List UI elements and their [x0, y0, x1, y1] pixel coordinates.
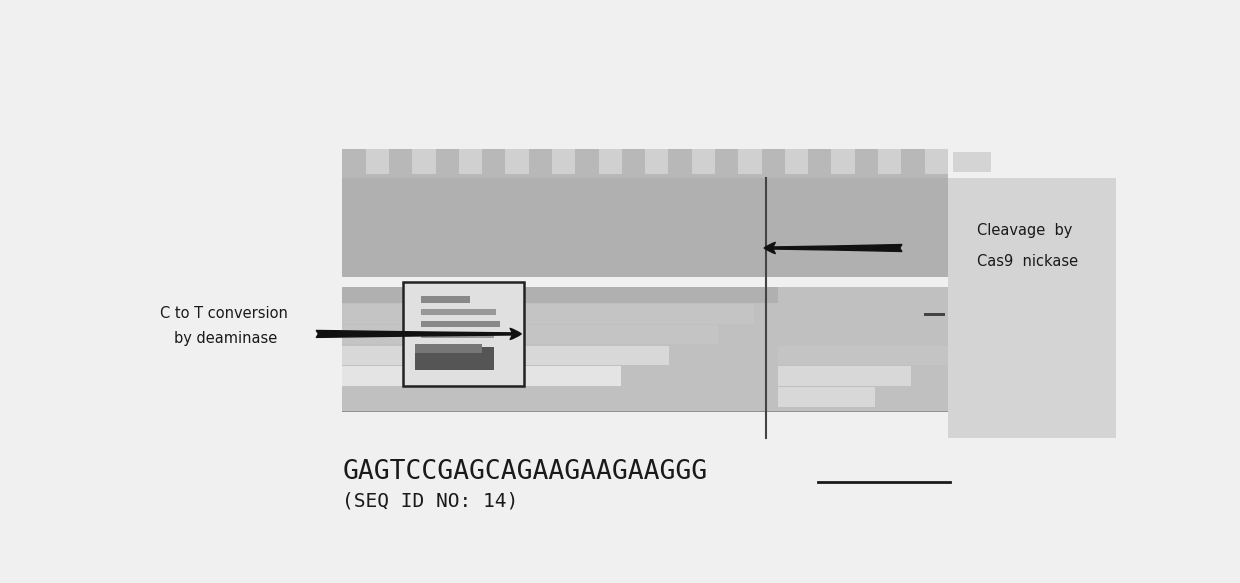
Text: by deaminase: by deaminase — [174, 331, 278, 346]
Bar — [459, 149, 482, 174]
Text: Cas9  nickase: Cas9 nickase — [977, 254, 1078, 269]
Bar — [342, 412, 947, 438]
Bar — [482, 149, 506, 174]
Bar — [692, 149, 715, 174]
Bar — [738, 149, 761, 174]
Bar — [403, 282, 525, 386]
Bar — [389, 149, 412, 174]
Bar — [575, 149, 599, 174]
Bar — [342, 367, 621, 386]
Bar — [621, 149, 645, 174]
Bar — [342, 283, 779, 303]
Bar — [422, 321, 500, 326]
Bar — [342, 174, 947, 178]
Bar — [831, 149, 854, 174]
Bar — [668, 149, 692, 174]
Bar — [808, 149, 831, 174]
Bar — [342, 304, 754, 324]
Bar — [366, 149, 389, 174]
Bar — [422, 310, 496, 315]
Text: C to T conversion: C to T conversion — [160, 306, 288, 321]
Bar — [552, 149, 575, 174]
Bar — [342, 410, 947, 412]
Bar — [342, 149, 366, 174]
Bar — [599, 149, 621, 174]
Bar — [415, 347, 494, 370]
Bar — [785, 149, 808, 174]
Bar — [528, 149, 552, 174]
Bar — [779, 387, 875, 407]
Bar — [645, 149, 668, 174]
Bar — [924, 312, 945, 315]
Bar — [715, 149, 738, 174]
Bar — [422, 296, 470, 303]
Text: (SEQ ID NO: 14): (SEQ ID NO: 14) — [342, 491, 518, 510]
Bar — [854, 149, 878, 174]
Bar — [342, 178, 947, 438]
Text: Cleavage  by: Cleavage by — [977, 223, 1073, 237]
Bar — [878, 149, 901, 174]
Bar — [506, 149, 528, 174]
Bar — [342, 325, 718, 345]
Bar — [435, 149, 459, 174]
Bar — [952, 152, 991, 171]
Bar — [342, 346, 670, 365]
Text: GAGTCCGAGCAGAAGAAGAAGGG: GAGTCCGAGCAGAAGAAGAAGGG — [342, 459, 708, 484]
Bar — [779, 367, 911, 386]
Bar — [412, 149, 435, 174]
Bar — [342, 277, 947, 287]
Bar — [342, 178, 947, 277]
Bar — [779, 346, 947, 365]
Bar — [422, 332, 494, 338]
Bar — [761, 149, 785, 174]
Bar — [415, 345, 481, 353]
Bar — [925, 149, 947, 174]
Bar — [901, 149, 925, 174]
Bar — [766, 178, 1121, 438]
